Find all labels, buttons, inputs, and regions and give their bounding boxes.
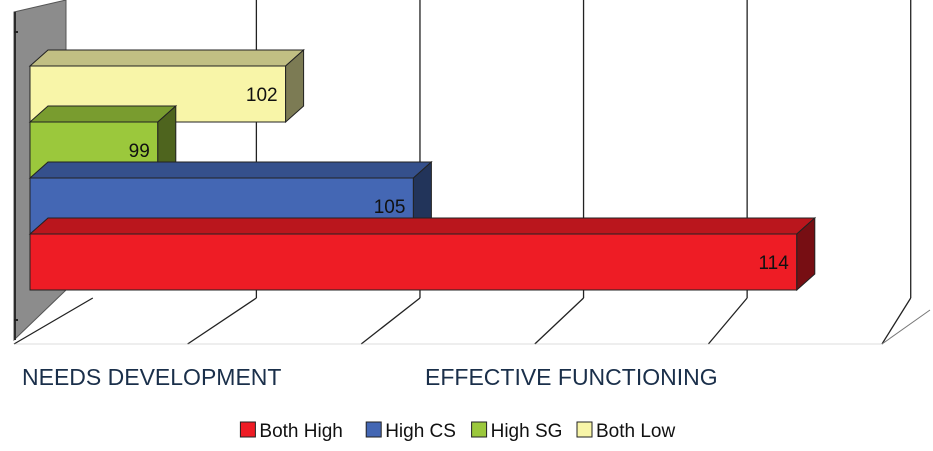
legend: Both High High CS High SG Both Low bbox=[239, 421, 675, 442]
bar-end-both-low bbox=[285, 48, 305, 124]
data-label-high-sg: 99 bbox=[129, 141, 150, 162]
data-label-both-high: 114 bbox=[759, 253, 790, 274]
floor-edge bbox=[881, 309, 931, 345]
legend-swatch-high-cs bbox=[365, 421, 382, 438]
chart-bars bbox=[28, 48, 817, 292]
floor-line bbox=[360, 297, 421, 345]
data-label-both-low: 102 bbox=[246, 85, 278, 106]
left-axis-line bbox=[14, 12, 16, 340]
floor-line bbox=[534, 297, 584, 345]
bar-both-high bbox=[29, 233, 798, 291]
legend-entry-both-low: Both Low bbox=[596, 421, 675, 442]
bar-top-both-low bbox=[28, 49, 305, 67]
data-label-high-cs: 105 bbox=[374, 197, 406, 218]
floor-line bbox=[13, 297, 94, 345]
chart-floor bbox=[13, 297, 931, 345]
legend-swatch-high-sg bbox=[471, 421, 488, 438]
x-axis-label-effective-functioning: EFFECTIVE FUNCTIONING bbox=[425, 364, 718, 390]
legend-entry-high-sg: High SG bbox=[491, 421, 563, 442]
chart-data-labels: 102 99 105 114 bbox=[129, 85, 790, 274]
bar-top-high-cs bbox=[28, 161, 433, 179]
floor-line bbox=[187, 297, 257, 345]
x-axis-label-needs-development: NEEDS DEVELOPMENT bbox=[22, 364, 281, 390]
floor-line bbox=[881, 297, 912, 345]
legend-swatch-both-low bbox=[576, 421, 593, 438]
legend-entry-both-high: Both High bbox=[259, 421, 342, 442]
legend-entry-high-cs: High CS bbox=[385, 421, 456, 442]
floor-line bbox=[707, 297, 748, 345]
legend-swatch-both-high bbox=[239, 421, 256, 438]
bar-top-both-high bbox=[28, 217, 817, 235]
bar-end-both-high bbox=[796, 216, 816, 292]
bar-top-high-sg bbox=[28, 105, 178, 123]
